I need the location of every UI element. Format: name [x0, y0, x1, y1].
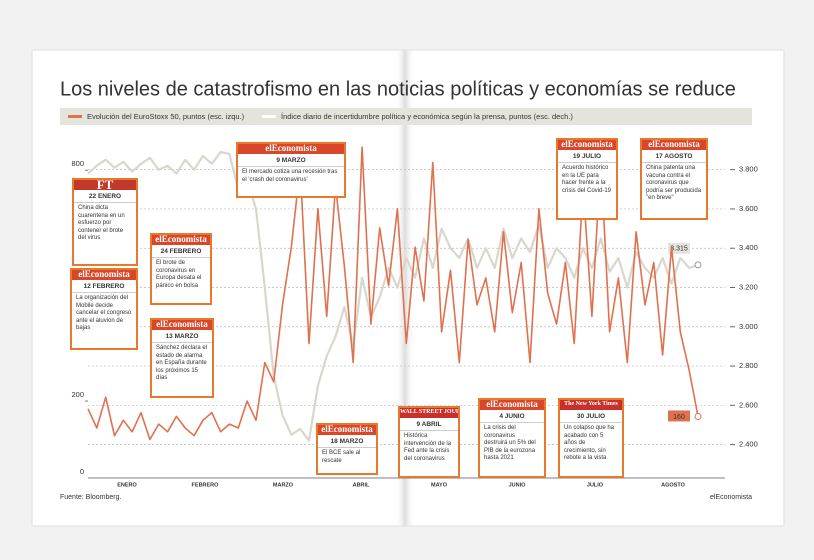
annotation-date: 22 ENERO	[74, 193, 136, 203]
annotation-text: Histórica intervención de la Fed ante la…	[404, 433, 452, 462]
annotation-text: La organización del Mobile decide cancel…	[76, 295, 132, 331]
annotation-date: 19 JULIO	[558, 153, 616, 163]
y2-tick-label: 3.200	[739, 282, 758, 291]
y2-tick-label: 3.800	[739, 165, 758, 174]
annotation-text: El brote de coronavirus en Europa desata…	[156, 260, 202, 289]
annotation-date: 12 FEBRERO	[72, 283, 136, 293]
end-point	[694, 261, 702, 269]
annotation-source: elEconomista	[558, 140, 616, 150]
annotation-text: China dicta cuarentena en un esfuerzo po…	[78, 205, 125, 241]
annotation-date: 4 JUNIO	[480, 413, 544, 423]
y2-tick-label: 2.800	[739, 361, 758, 370]
annotation-date: 9 MARZO	[238, 157, 344, 167]
x-tick-label: MARZO	[273, 482, 294, 488]
x-tick-label: AGOSTO	[661, 482, 685, 488]
y-tick-label: 200	[71, 390, 84, 399]
x-tick-label: ENERO	[117, 482, 137, 488]
annotation-text: Acuerdo histórico en la UE para hacer fr…	[562, 165, 612, 194]
annotation: FT 22 ENERO China dicta cuarentena en un e…	[72, 178, 138, 266]
x-tick-label: ABRIL	[353, 482, 370, 488]
x-tick-label: JUNIO	[509, 482, 527, 488]
chart-title: Los niveles de catastrofismo en las noti…	[60, 78, 736, 100]
end-label-text: 3.315	[670, 245, 688, 252]
annotation-source: elEconomista	[642, 140, 706, 150]
annotation-source: elEconomista	[152, 235, 210, 245]
annotation: elEconomista 24 FEBRERO El brote de corona…	[150, 233, 212, 305]
annotation: elEconomista 12 FEBRERO La organización de…	[70, 268, 138, 350]
annotation-date: 24 FEBRERO	[152, 248, 210, 258]
annotation-source: FT	[74, 180, 136, 190]
y2-tick-label: 3.400	[739, 243, 758, 252]
annotation-date: 13 MARZO	[152, 333, 212, 343]
end-point	[694, 412, 702, 420]
annotation: elEconomista 13 MARZO Sánchez declara el e…	[150, 318, 214, 398]
annotation-source: elEconomista	[480, 400, 544, 410]
annotation-source: elEconomista	[152, 320, 212, 330]
annotation-text: El BCE sale al rescate	[322, 450, 361, 464]
annotation-date: 9 ABRIL	[400, 421, 458, 431]
legend-label: Índice diario de incertidumbre política …	[281, 112, 573, 121]
end-label: 160	[668, 410, 690, 422]
annotation: elEconomista 4 JUNIO La crisis del coronav…	[478, 398, 546, 478]
annotation-text: Un colapso que ha acabado con 5 años de …	[564, 425, 615, 461]
series-line	[87, 146, 699, 441]
annotation-text: Sánchez declara el estado de alarma en E…	[156, 345, 208, 381]
annotation-text: China patenta una vacuna contra el coron…	[646, 165, 702, 201]
annotation: WALL STREET JOURNAL 9 ABRIL Histórica inte…	[398, 406, 460, 478]
annotation-source: elEconomista	[318, 425, 376, 435]
end-label-bg	[668, 410, 690, 422]
annotation: elEconomista 18 MARZO El BCE sale al resca…	[316, 423, 378, 475]
credit: elEconomista	[710, 494, 752, 501]
legend	[60, 108, 752, 125]
annotation: elEconomista 17 AGOSTO China patenta una v…	[640, 138, 708, 220]
annotation-source: elEconomista	[238, 144, 344, 154]
y2-tick-label: 2.600	[739, 400, 758, 409]
annotation-source: WALL STREET JOURNAL	[400, 408, 458, 418]
x-tick-label: FEBRERO	[192, 482, 220, 488]
annotation-date: 17 AGOSTO	[642, 153, 706, 163]
annotation: elEconomista 19 JULIO Acuerdo histórico en…	[556, 138, 618, 220]
annotation-date: 18 MARZO	[318, 438, 376, 448]
annotation: The New York Times 30 JULIO Un colapso que…	[558, 398, 624, 478]
x-tick-label: JULIO	[587, 482, 604, 488]
annotation-source: elEconomista	[72, 270, 136, 280]
series-line	[87, 150, 699, 442]
annotation-source: The New York Times	[560, 400, 622, 410]
y-tick-label: 0	[80, 467, 84, 476]
end-label-text: 160	[673, 414, 685, 421]
annotation-text: El mercado cotiza una recesión tras el '…	[242, 169, 338, 183]
annotation-text: La crisis del coronavirus destruirá un 5…	[484, 425, 536, 461]
source: Fuente: Bloomberg.	[60, 494, 122, 501]
y2-tick-label: 2.400	[739, 440, 758, 449]
annotation: elEconomista 9 MARZO El mercado cotiza una…	[236, 142, 346, 198]
legend-label: Evolución del EuroStoxx 50, puntos (esc.…	[87, 112, 245, 121]
y2-tick-label: 3.600	[739, 204, 758, 213]
end-label: 3.315	[668, 242, 690, 254]
end-label-bg	[668, 242, 690, 254]
x-tick-label: MAYO	[431, 482, 448, 488]
y-tick-label: 800	[71, 159, 84, 168]
annotation-date: 30 JULIO	[560, 413, 622, 423]
y2-tick-label: 3.000	[739, 322, 758, 331]
